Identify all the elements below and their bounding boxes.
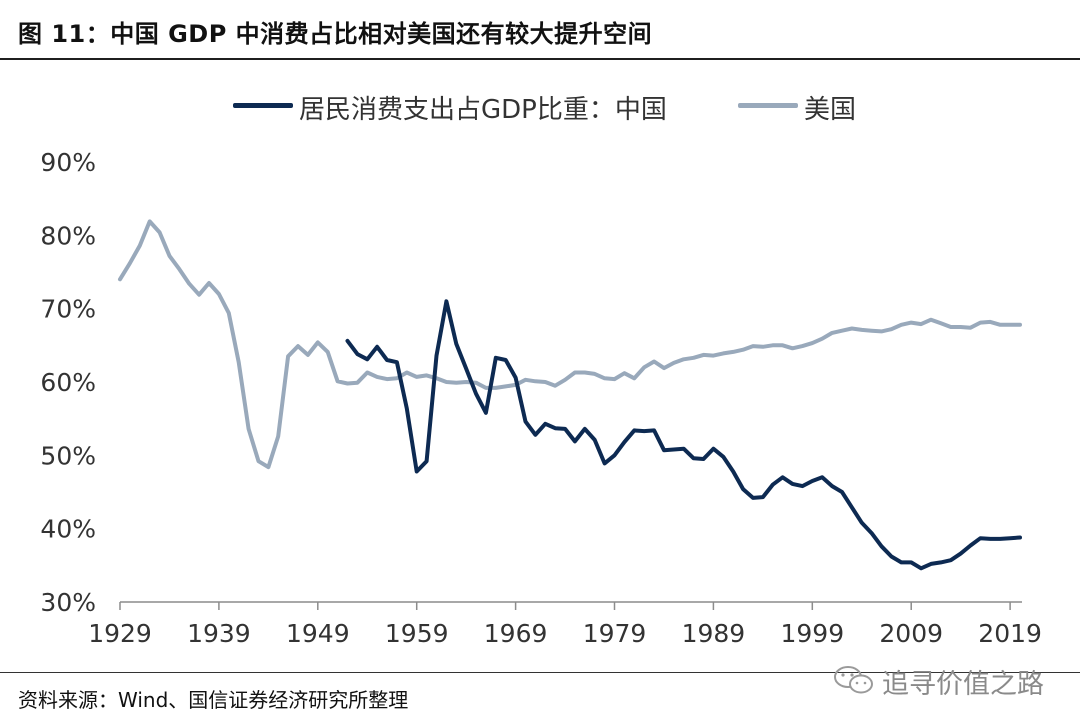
wechat-icon (834, 666, 873, 694)
x-tick-label: 1999 (780, 619, 844, 648)
y-tick-label: 80% (40, 221, 96, 250)
y-tick-label: 70% (40, 295, 96, 324)
x-tick-label: 1949 (286, 619, 350, 648)
x-tick-label: 1929 (88, 619, 152, 648)
x-tick-label: 1979 (583, 619, 647, 648)
line-chart: 1929 1939 1949 1959 1969 1979 1989 1999 2009 2019… (40, 148, 1042, 648)
legend-swatch-usa (738, 103, 798, 108)
title-bar: 图 11：中国 GDP 中消费占比相对美国还有较大提升空间 (0, 0, 1080, 60)
chart-legend: 居民消费支出占GDP比重：中国 美国 (0, 86, 1080, 126)
x-tick-label: 1939 (187, 619, 251, 648)
x-tick-label: 2009 (879, 619, 943, 648)
legend-swatch-china (233, 103, 293, 108)
y-tick-label: 40% (40, 515, 96, 544)
source-note: 资料来源：Wind、国信证券经济研究所整理 (18, 688, 409, 712)
legend-label-china: 居民消费支出占GDP比重：中国 (299, 95, 667, 125)
watermark-text: 追寻价值之路 (882, 669, 1044, 700)
legend-label-usa: 美国 (804, 95, 857, 125)
series-line-china (345, 299, 1022, 571)
x-tick-label: 2019 (978, 619, 1042, 648)
x-tick-label: 1989 (682, 619, 746, 648)
y-tick-label: 60% (40, 368, 96, 397)
y-tick-label: 50% (40, 441, 96, 470)
y-tick-label: 30% (40, 588, 96, 617)
figure-title: 图 11：中国 GDP 中消费占比相对美国还有较大提升空间 (18, 20, 653, 48)
series-line-usa (118, 219, 1022, 470)
x-tick-label: 1969 (484, 619, 548, 648)
footer-divider (0, 672, 1080, 673)
x-tick-label: 1959 (385, 619, 449, 648)
y-tick-label: 90% (40, 148, 96, 177)
